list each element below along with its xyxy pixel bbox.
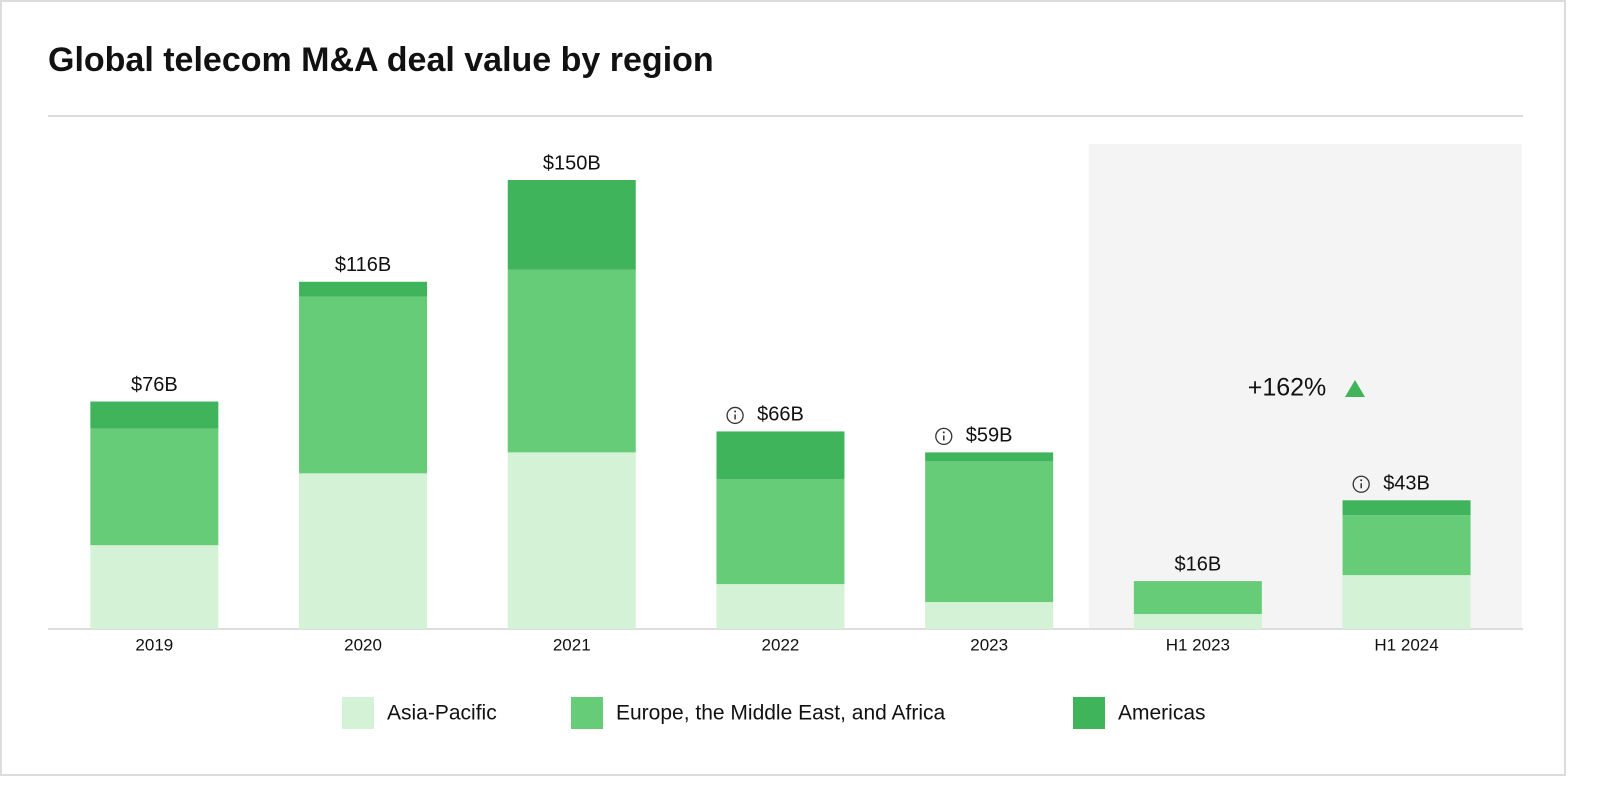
total-label: $150B bbox=[543, 152, 601, 174]
bar-segment bbox=[716, 431, 845, 480]
x-tick-label: 2020 bbox=[344, 635, 382, 654]
legend-swatch bbox=[1073, 697, 1105, 729]
bar-segment bbox=[507, 269, 636, 453]
x-tick-label: 2021 bbox=[553, 635, 591, 654]
total-label: $59B bbox=[966, 425, 1013, 447]
chart-title: Global telecom M&A deal value by region bbox=[48, 41, 714, 79]
legend-label: Europe, the Middle East, and Africa bbox=[616, 702, 946, 725]
bar-segment bbox=[716, 584, 845, 629]
x-tick-label: 2022 bbox=[762, 635, 800, 654]
bar-segment bbox=[925, 602, 1054, 629]
legend-swatch bbox=[571, 697, 603, 729]
bar-segment bbox=[299, 281, 428, 297]
bar-segment bbox=[925, 461, 1054, 603]
bar-segment bbox=[90, 545, 219, 629]
total-label: $116B bbox=[335, 254, 391, 276]
x-tick-label: H1 2024 bbox=[1374, 635, 1438, 654]
bar-segment bbox=[1133, 614, 1262, 629]
bar-segment bbox=[716, 479, 845, 585]
x-tick-label: 2019 bbox=[135, 635, 173, 654]
bar-segment bbox=[299, 473, 428, 629]
total-label: $43B bbox=[1383, 473, 1430, 495]
annotation: +162% bbox=[1248, 374, 1327, 402]
bar-segment bbox=[299, 296, 428, 474]
x-tick-label: 2023 bbox=[970, 635, 1008, 654]
bar-segment bbox=[1133, 581, 1262, 615]
legend-label: Asia-Pacific bbox=[387, 702, 497, 725]
info-icon bbox=[942, 431, 945, 434]
bar-segment bbox=[1342, 515, 1471, 576]
total-label: $66B bbox=[757, 404, 804, 426]
bar-segment bbox=[1342, 500, 1471, 516]
x-tick-label: H1 2023 bbox=[1166, 635, 1230, 654]
info-icon bbox=[734, 410, 737, 413]
bar-segment bbox=[925, 452, 1054, 462]
bar-segment bbox=[507, 180, 636, 270]
total-label: $76B bbox=[131, 374, 178, 396]
bar-segment bbox=[90, 428, 219, 546]
info-icon bbox=[1352, 475, 1370, 493]
legend-label: Americas bbox=[1118, 702, 1206, 725]
bar-segment bbox=[507, 452, 636, 629]
info-icon bbox=[935, 427, 953, 446]
info-icon bbox=[1360, 479, 1363, 482]
total-label: $16B bbox=[1174, 553, 1221, 575]
info-icon bbox=[726, 406, 744, 425]
up-arrow bbox=[1345, 380, 1365, 397]
bar-segment bbox=[90, 401, 219, 429]
bar-segment bbox=[1342, 575, 1471, 629]
legend-swatch bbox=[342, 697, 374, 729]
